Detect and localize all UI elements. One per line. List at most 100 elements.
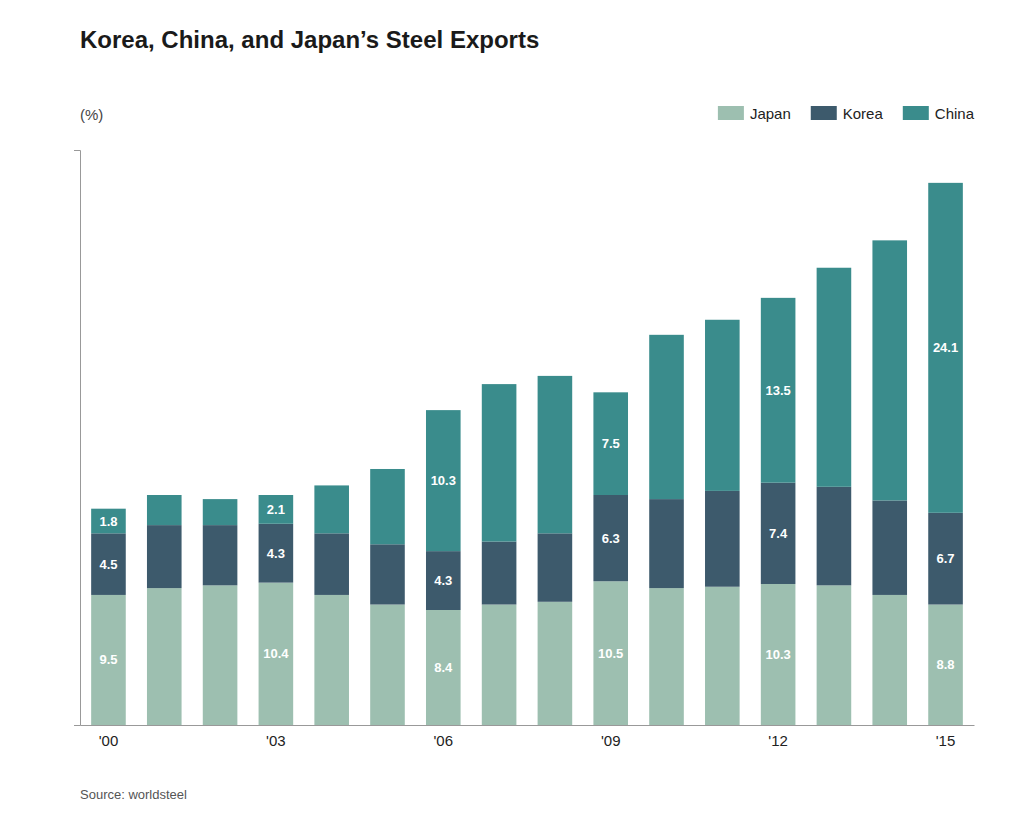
bar-segment [538,533,573,601]
bar-segment [147,525,182,588]
legend-swatch [718,106,744,120]
legend-label: Korea [843,105,884,122]
bar-segment [872,500,907,594]
data-label: 1.8 [99,514,117,529]
tick: '15 [936,725,956,749]
bar-segment [649,588,684,725]
data-label: 4.3 [434,573,452,588]
tick: '00 [99,725,119,749]
bar-segment [259,583,294,725]
series [91,581,963,725]
data-label: 7.4 [769,526,788,541]
tick-label: '09 [601,732,621,749]
tick-label: '12 [768,732,788,749]
bar-segment [426,410,461,551]
tick-label: '06 [434,732,454,749]
data-label: 10.5 [598,646,623,661]
annotation: Source: worldsteel [80,787,187,802]
tick: '09 [601,725,621,749]
bar-segment [147,588,182,725]
x-axis: '00 '03 '06 '09 '12 '15 [81,725,975,749]
bar-segment [259,495,294,524]
data-label: 8.8 [937,657,955,672]
plot: '00 '03 '06 '09 '12 '15 9.5 10.4 8.4 10.5 10.3 8.8 4… [74,151,975,749]
bar-segment [203,525,238,585]
bar-segment [649,335,684,499]
tick: '12 [768,725,788,749]
bar-segment [705,587,740,725]
bar-segment [705,491,740,587]
title: Korea, China, and Japan’s Steel Exports [80,26,539,53]
legend-item: Japan [718,105,791,122]
data-label: 7.5 [602,436,620,451]
data-label: 4.3 [267,546,285,561]
bar-segment [761,298,796,483]
legend-label: China [935,105,975,122]
data-label: 10.3 [431,473,456,488]
data-labels: 9.5 10.4 8.4 10.5 10.3 8.8 4.5 4.3 4.3 6.3 7.4 6.7 1… [99,340,958,675]
bar-segment [370,469,405,544]
chart: Korea, China, and Japan’s Steel Exports (… [0,0,1024,815]
y-axis [74,151,81,726]
y-axis-label: (%) [80,106,103,123]
data-label: 4.5 [99,557,117,572]
bar-segment [91,509,126,534]
data-label: 13.5 [765,383,790,398]
bar-segment [482,542,517,605]
bar-segment [872,240,907,500]
bar-segment [482,384,517,541]
tick: '06 [434,725,454,749]
bar-segment [426,551,461,610]
tick-label: '15 [936,732,956,749]
legend-swatch [811,106,837,120]
bar-segment [91,595,126,725]
bar-segment [928,605,963,725]
bar-segment [203,585,238,725]
bar-segment [426,610,461,725]
bar-segment [817,268,852,487]
bar-segment [91,533,126,595]
data-label: 10.3 [765,647,790,662]
data-label: 2.1 [267,502,285,517]
bar-segment [593,581,628,725]
bar-segment [761,483,796,584]
bar-segment [761,584,796,725]
tick: '03 [266,725,286,749]
bar-segment [872,595,907,725]
bar-segment [314,485,349,533]
bar-segment [817,585,852,725]
legend: Japan Korea China [718,105,975,122]
tick-label: '00 [99,732,119,749]
bar-segment [147,495,182,525]
bar-segment [259,524,294,583]
axis-line [74,151,81,726]
legend-label: Japan [750,105,791,122]
bar-segment [705,320,740,491]
bar-segment [593,392,628,495]
bar-segment [370,605,405,725]
bars [91,183,963,725]
legend-item: Korea [811,105,884,122]
axis-line [81,725,975,726]
bar-segment [370,544,405,604]
bar-segment [817,487,852,586]
data-label: 6.7 [937,551,955,566]
bar-segment [649,499,684,588]
data-label: 6.3 [602,531,620,546]
bar-segment [928,513,963,605]
legend-item: China [903,105,975,122]
bar-segment [593,495,628,581]
data-label: 9.5 [99,652,117,667]
data-label: 24.1 [933,340,958,355]
data-label: 10.4 [263,646,289,661]
data-label: 8.4 [434,660,453,675]
bar-segment [482,605,517,725]
legend-swatch [903,106,929,120]
bar-segment [538,602,573,725]
series [91,483,963,610]
bar-segment [538,376,573,533]
tick-label: '03 [266,732,286,749]
bar-segment [314,533,349,595]
bar-segment [928,183,963,513]
bar-segment [314,595,349,725]
